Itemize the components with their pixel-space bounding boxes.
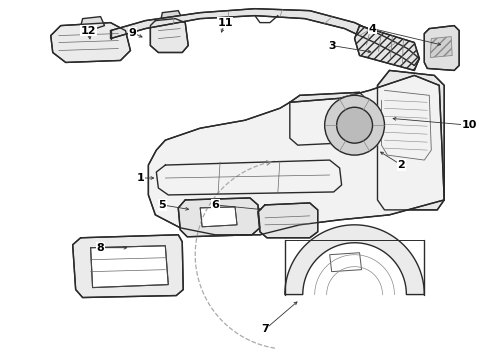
Polygon shape	[382, 90, 431, 160]
Polygon shape	[51, 23, 130, 62]
Polygon shape	[148, 75, 444, 235]
Text: 1: 1	[137, 173, 144, 183]
Polygon shape	[150, 19, 188, 53]
Polygon shape	[81, 17, 104, 28]
Polygon shape	[330, 253, 362, 272]
Circle shape	[337, 107, 372, 143]
Polygon shape	[258, 203, 318, 238]
Polygon shape	[424, 26, 459, 71]
Text: 4: 4	[368, 24, 376, 33]
Text: 5: 5	[158, 200, 166, 210]
Polygon shape	[160, 11, 182, 23]
Circle shape	[325, 95, 385, 155]
Text: 7: 7	[261, 324, 269, 334]
Polygon shape	[111, 9, 419, 66]
Text: 9: 9	[128, 28, 136, 37]
Text: 10: 10	[462, 120, 477, 130]
Polygon shape	[73, 235, 183, 298]
Polygon shape	[200, 207, 237, 227]
Polygon shape	[285, 225, 424, 294]
Text: 12: 12	[81, 26, 97, 36]
Polygon shape	[156, 160, 342, 195]
Polygon shape	[355, 26, 419, 71]
Polygon shape	[430, 37, 452, 58]
Text: 11: 11	[218, 18, 233, 28]
Polygon shape	[178, 198, 260, 237]
Polygon shape	[91, 246, 168, 288]
Polygon shape	[377, 71, 444, 210]
Text: 3: 3	[328, 41, 336, 50]
Polygon shape	[290, 92, 368, 145]
Text: 2: 2	[397, 160, 405, 170]
Text: 6: 6	[211, 200, 219, 210]
Text: 8: 8	[97, 243, 104, 253]
